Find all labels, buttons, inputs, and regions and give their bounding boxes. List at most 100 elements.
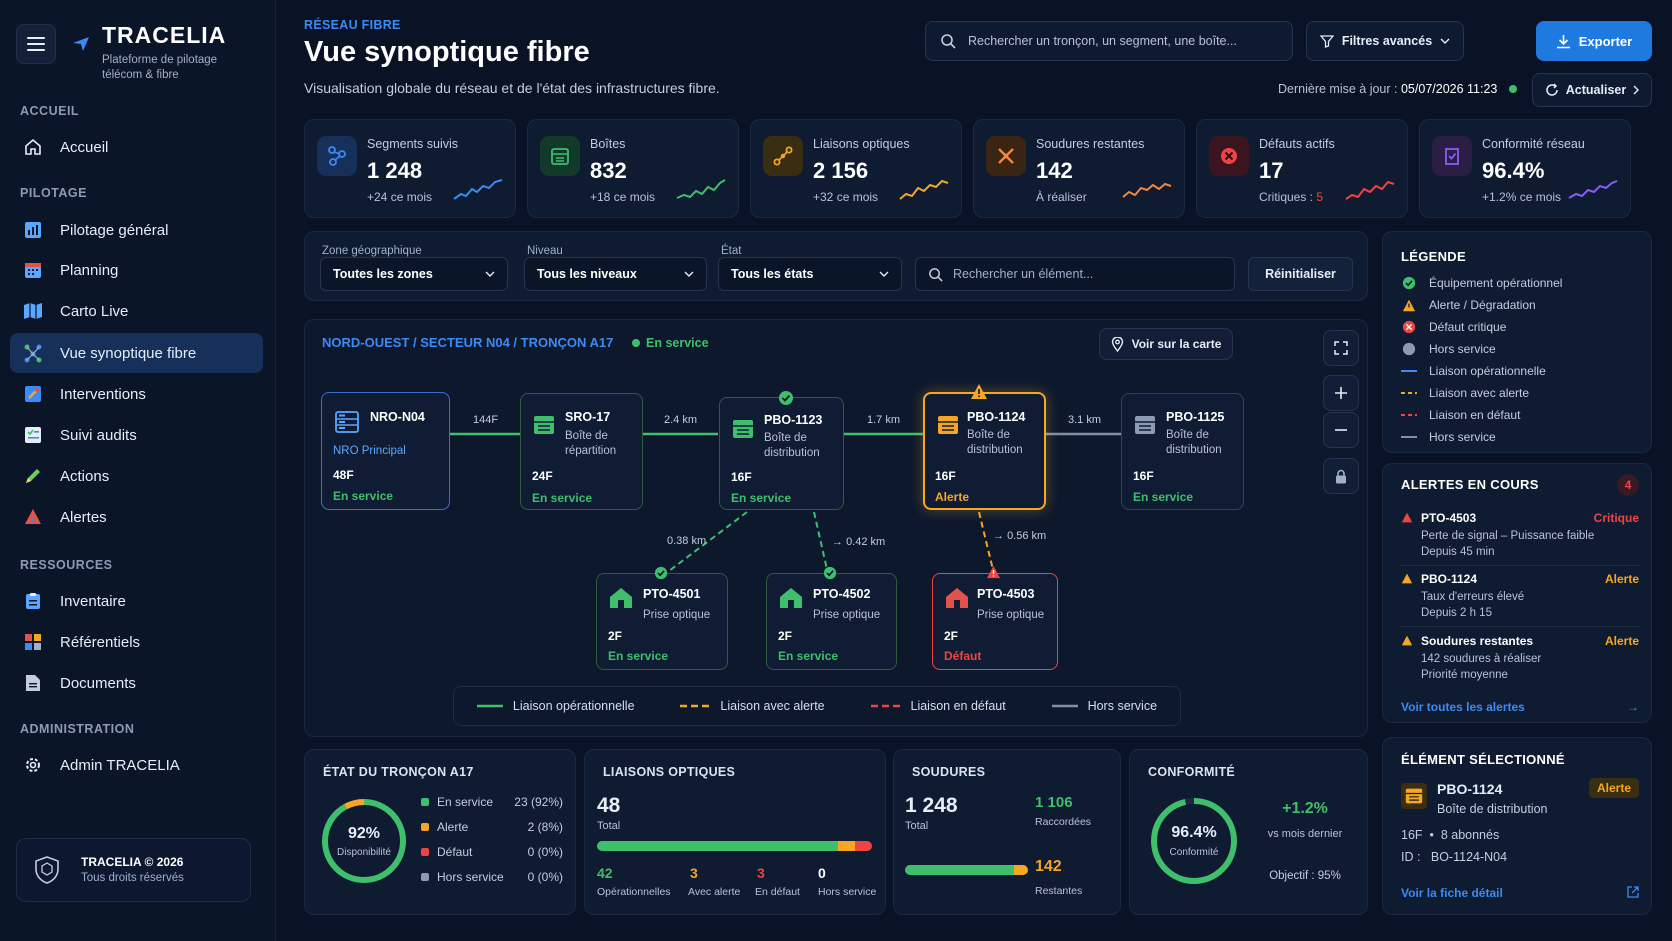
legend-item: Liaison opérationnelle (476, 699, 635, 713)
sidebar-item-vue-synoptique[interactable]: Vue synoptique fibre (10, 333, 263, 373)
stat-value: 3 (690, 865, 698, 881)
node-fibers: 16F (1133, 469, 1154, 483)
sidebar-item-alertes[interactable]: Alertes (10, 497, 263, 537)
sidebar-item-inventaire[interactable]: Inventaire (10, 581, 263, 621)
segments-icon (317, 136, 357, 176)
node-pbo-1123[interactable]: PBO-1123 Boîte de distribution 16F En se… (719, 397, 844, 510)
reset-button[interactable]: Réinitialiser (1248, 257, 1353, 291)
node-fibers: 48F (333, 468, 354, 482)
node-name: NRO-N04 (370, 410, 425, 424)
lock-button[interactable] (1323, 458, 1359, 494)
hamburger-icon (27, 37, 45, 51)
link-label: 0.38 km (667, 535, 707, 547)
online-dot (1508, 85, 1517, 93)
error-icon (1209, 136, 1249, 176)
soudures-raccordees-label: Raccordées (1035, 816, 1092, 828)
sidebar-item-accueil[interactable]: Accueil (10, 127, 263, 167)
ok-badge-icon (823, 566, 837, 585)
global-search[interactable]: Rechercher un tronçon, un segment, une b… (925, 21, 1293, 61)
node-pto-4502[interactable]: PTO-4502 Prise optique 2F En service (766, 573, 897, 670)
menu-toggle-button[interactable] (16, 24, 56, 64)
kpi-value: 17 (1259, 158, 1284, 183)
state-row-text: Hors service (437, 870, 504, 884)
breadcrumb[interactable]: NORD-OUEST / SECTEUR N04 / TRONÇON A17 (322, 335, 614, 350)
kpi-value: 142 (1036, 158, 1073, 183)
sidebar-item-interventions[interactable]: Interventions (10, 374, 263, 414)
sidebar-item-suivi-audits[interactable]: Suivi audits (10, 415, 263, 455)
kpi-card-conformite[interactable]: Conformité réseau 96.4% +1.2% ce mois (1419, 119, 1631, 218)
checklist-icon (22, 424, 44, 446)
legend-row-label: Liaison avec alerte (1429, 386, 1530, 400)
liaisons-total: 48 (597, 794, 621, 817)
legend-row: Liaison opérationnelle (1401, 364, 1546, 378)
level-value: Tous les niveaux (537, 267, 637, 281)
sidebar-item-actions[interactable]: Actions (10, 456, 263, 496)
chevron-down-icon (485, 271, 495, 277)
node-pbo-1125[interactable]: PBO-1125 Boîte de distribution 16F En se… (1121, 393, 1244, 510)
export-button[interactable]: Exporter (1536, 21, 1652, 61)
divider (1401, 565, 1639, 566)
view-on-map-label: Voir sur la carte (1131, 337, 1222, 351)
node-pbo-1124[interactable]: PBO-1124 Boîte de distribution 16F Alert… (923, 392, 1046, 510)
compliance-delta: +1.2% (1282, 800, 1328, 817)
card-title: SOUDURES (912, 765, 986, 779)
state-select[interactable]: Tous les états (718, 257, 902, 291)
sidebar-item-label: Admin TRACELIA (60, 756, 180, 774)
alert-item[interactable]: Soudures restantes 142 soudures à réalis… (1401, 634, 1639, 683)
node-sro-17[interactable]: SRO-17 Boîte de répartition 24F En servi… (520, 393, 643, 510)
zoom-in-button[interactable] (1323, 375, 1359, 411)
link-label: 2.4 km (664, 414, 698, 426)
kpi-card-boites[interactable]: Boîtes 832 +18 ce mois (527, 119, 739, 218)
fullscreen-button[interactable] (1323, 330, 1359, 366)
sidebar-item-pilotage[interactable]: Pilotage général (10, 210, 263, 250)
line-swatch (1051, 704, 1078, 708)
legend-row: Hors service (1401, 430, 1496, 444)
liaisons-card: LIAISONS OPTIQUES 48 Total 42 Opérationn… (584, 749, 886, 915)
node-pto-4501[interactable]: PTO-4501 Prise optique 2F En service (596, 573, 728, 670)
sidebar-item-planning[interactable]: Planning (10, 250, 263, 290)
sidebar-item-label: Suivi audits (60, 426, 137, 444)
kpi-sub: +32 ce mois (813, 190, 879, 204)
node-desc: Boîte de distribution (1166, 429, 1222, 456)
kpi-sub: Critiques : 5 (1259, 190, 1323, 204)
alerts-count-badge: 4 (1617, 474, 1639, 496)
box-icon (533, 414, 555, 441)
zoom-out-button[interactable] (1323, 412, 1359, 448)
node-pto-4503[interactable]: PTO-4503 Prise optique 2F Défaut (932, 573, 1058, 670)
kpi-card-soudures[interactable]: Soudures restantes 142 À réaliser (973, 119, 1185, 218)
kpi-sub: À réaliser (1036, 190, 1087, 204)
kpi-sub: +1.2% ce mois (1482, 190, 1562, 204)
sidebar-item-admin[interactable]: Admin TRACELIA (10, 745, 263, 785)
legend-row-label: Hors service (1429, 430, 1496, 444)
sidebar-item-carto-live[interactable]: Carto Live (10, 291, 263, 331)
refresh-button[interactable]: Actualiser (1532, 73, 1652, 107)
sidebar-item-referentiels[interactable]: Référentiels (10, 622, 263, 662)
stat-value: 42 (597, 865, 613, 881)
view-detail-link[interactable]: Voir la fiche détail (1401, 886, 1639, 900)
alert-time: Priorité moyenne (1421, 669, 1508, 681)
node-name: PTO-4503 (977, 587, 1035, 601)
kpi-card-liaisons[interactable]: Liaisons optiques 2 156 +32 ce mois (750, 119, 962, 218)
advanced-filters-button[interactable]: Filtres avancés (1306, 21, 1464, 61)
element-search-input[interactable]: Rechercher un élément... (915, 257, 1235, 291)
divider (1401, 626, 1639, 627)
alert-level: Alerte (1604, 572, 1639, 586)
selected-fibers: 16F (1401, 828, 1423, 842)
node-name: PBO-1123 (764, 413, 823, 427)
node-status: En service (532, 491, 593, 505)
last-update: Dernière mise à jour : 05/07/2026 11:23 (1278, 82, 1517, 96)
node-nro-n04[interactable]: NRO-N04 NRO Principal 48F En service (321, 392, 450, 510)
zone-select[interactable]: Toutes les zones (320, 257, 508, 291)
view-on-map-button[interactable]: Voir sur la carte (1099, 328, 1233, 360)
alert-item[interactable]: PBO-1124 Taux d'erreurs élevé Depuis 2 h… (1401, 572, 1639, 621)
alert-time: Depuis 2 h 15 (1421, 607, 1492, 619)
location-pin-icon (1111, 336, 1123, 352)
alert-item[interactable]: PTO-4503 Perte de signal – Puissance fai… (1401, 511, 1639, 560)
kpi-card-defauts[interactable]: Défauts actifs 17 Critiques : 5 (1196, 119, 1408, 218)
line-swatch (680, 704, 711, 708)
kpi-card-segments[interactable]: Segments suivis 1 248 +24 ce mois (304, 119, 516, 218)
view-all-alerts-link[interactable]: Voir toutes les alertes → (1401, 700, 1639, 714)
level-select[interactable]: Tous les niveaux (524, 257, 707, 291)
calendar-icon (22, 259, 44, 281)
sidebar-item-documents[interactable]: Documents (10, 663, 263, 703)
